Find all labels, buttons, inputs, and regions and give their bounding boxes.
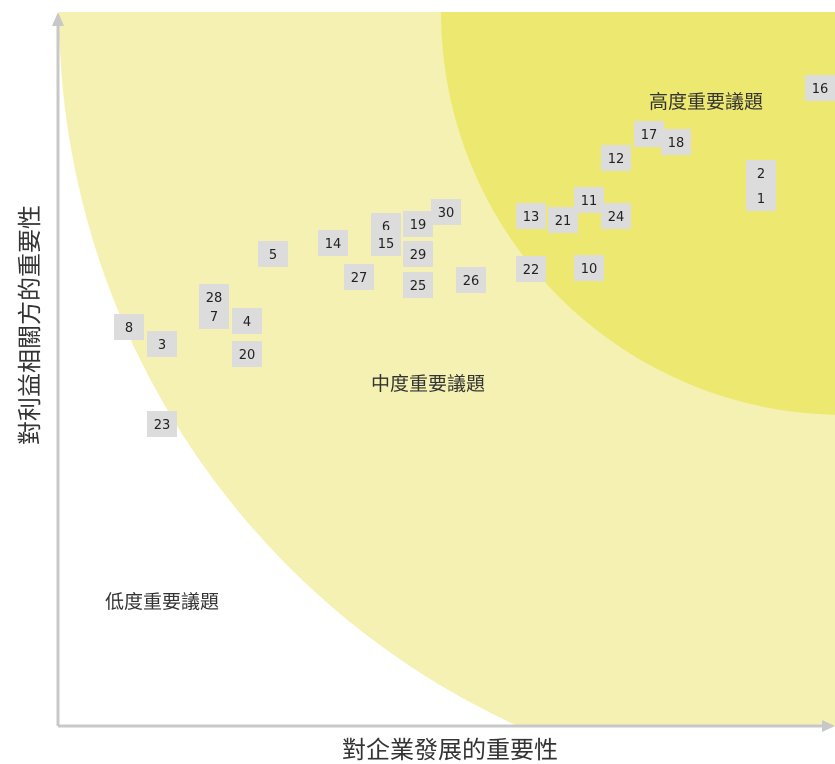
data-point-label: 22 bbox=[523, 263, 540, 278]
zone-label-low: 低度重要議題 bbox=[105, 591, 219, 613]
data-point-label: 1 bbox=[757, 192, 765, 207]
data-point-10: 10 bbox=[574, 255, 604, 281]
data-point-13: 13 bbox=[516, 203, 546, 229]
zone-label-high: 高度重要議題 bbox=[649, 91, 763, 113]
zone-label-medium: 中度重要議題 bbox=[371, 373, 485, 395]
data-point-25: 25 bbox=[403, 272, 433, 298]
data-point-label: 19 bbox=[410, 218, 427, 233]
y-axis-arrowhead bbox=[52, 12, 64, 26]
data-point-20: 20 bbox=[232, 341, 262, 367]
data-point-22: 22 bbox=[516, 256, 546, 282]
zone-high-region bbox=[441, 12, 835, 415]
data-point-marker bbox=[746, 160, 776, 186]
data-point-14: 14 bbox=[318, 230, 348, 256]
data-point-label: 17 bbox=[641, 128, 658, 143]
data-point-marker bbox=[114, 314, 144, 340]
data-point-label: 5 bbox=[269, 248, 277, 263]
zone-backgrounds bbox=[59, 12, 835, 726]
data-point-marker bbox=[601, 145, 631, 171]
data-point-29: 29 bbox=[403, 241, 433, 267]
data-point-label: 30 bbox=[438, 206, 455, 221]
data-point-12: 12 bbox=[601, 145, 631, 171]
data-point-label: 18 bbox=[668, 136, 685, 151]
data-point-marker bbox=[403, 241, 433, 267]
data-point-label: 29 bbox=[410, 248, 427, 263]
data-point-marker bbox=[516, 256, 546, 282]
data-point-marker bbox=[574, 255, 604, 281]
data-point-23: 23 bbox=[147, 411, 177, 437]
data-point-marker bbox=[548, 207, 578, 233]
data-point-label: 20 bbox=[239, 348, 256, 363]
x-axis-title: 對企業發展的重要性 bbox=[342, 736, 558, 764]
data-point-24: 24 bbox=[601, 203, 631, 229]
data-point-5: 5 bbox=[258, 241, 288, 267]
data-point-marker bbox=[371, 230, 401, 256]
data-point-2: 2 bbox=[746, 160, 776, 186]
data-point-marker bbox=[318, 230, 348, 256]
data-point-marker bbox=[634, 121, 664, 147]
data-point-18: 18 bbox=[661, 129, 691, 155]
data-point-label: 23 bbox=[154, 418, 171, 433]
data-point-marker bbox=[199, 284, 229, 310]
data-point-marker bbox=[403, 211, 433, 237]
data-point-marker bbox=[746, 185, 776, 211]
data-point-16: 16 bbox=[805, 75, 835, 101]
data-point-marker bbox=[403, 272, 433, 298]
data-point-15: 15 bbox=[371, 230, 401, 256]
data-point-marker bbox=[258, 241, 288, 267]
data-point-label: 3 bbox=[158, 338, 166, 353]
data-point-label: 14 bbox=[325, 237, 342, 252]
data-point-label: 8 bbox=[125, 321, 133, 336]
data-point-label: 27 bbox=[351, 271, 368, 286]
data-point-label: 28 bbox=[206, 291, 223, 306]
data-point-8: 8 bbox=[114, 314, 144, 340]
data-point-label: 24 bbox=[608, 210, 625, 225]
data-point-label: 15 bbox=[378, 237, 395, 252]
data-point-marker bbox=[661, 129, 691, 155]
data-point-17: 17 bbox=[634, 121, 664, 147]
data-point-marker bbox=[147, 331, 177, 357]
data-point-marker bbox=[232, 341, 262, 367]
data-point-label: 21 bbox=[555, 214, 572, 229]
data-point-marker bbox=[574, 187, 604, 213]
data-point-label: 7 bbox=[210, 310, 218, 325]
data-point-label: 2 bbox=[757, 167, 765, 182]
data-point-marker bbox=[147, 411, 177, 437]
data-point-label: 26 bbox=[463, 274, 480, 289]
data-point-marker bbox=[431, 199, 461, 225]
data-point-28: 28 bbox=[199, 284, 229, 310]
data-point-label: 10 bbox=[581, 262, 598, 277]
data-point-marker bbox=[516, 203, 546, 229]
data-point-label: 4 bbox=[243, 315, 251, 330]
data-point-30: 30 bbox=[431, 199, 461, 225]
data-point-label: 11 bbox=[581, 194, 598, 209]
data-point-marker bbox=[232, 308, 262, 334]
data-point-27: 27 bbox=[344, 264, 374, 290]
data-point-11: 11 bbox=[574, 187, 604, 213]
data-point-21: 21 bbox=[548, 207, 578, 233]
data-point-label: 16 bbox=[812, 82, 829, 97]
data-point-label: 12 bbox=[608, 152, 625, 167]
data-point-label: 13 bbox=[523, 210, 540, 225]
data-point-marker bbox=[344, 264, 374, 290]
data-point-label: 6 bbox=[382, 220, 390, 235]
y-axis-title: 對利益相關方的重要性 bbox=[16, 205, 44, 445]
data-point-26: 26 bbox=[456, 267, 486, 293]
data-point-19: 19 bbox=[403, 211, 433, 237]
data-point-marker bbox=[456, 267, 486, 293]
data-point-marker bbox=[601, 203, 631, 229]
x-axis-arrowhead bbox=[822, 720, 835, 732]
axes bbox=[52, 12, 835, 732]
data-point-label: 25 bbox=[410, 279, 427, 294]
data-point-1: 1 bbox=[746, 185, 776, 211]
data-point-marker bbox=[805, 75, 835, 101]
data-point-4: 4 bbox=[232, 308, 262, 334]
data-point-3: 3 bbox=[147, 331, 177, 357]
